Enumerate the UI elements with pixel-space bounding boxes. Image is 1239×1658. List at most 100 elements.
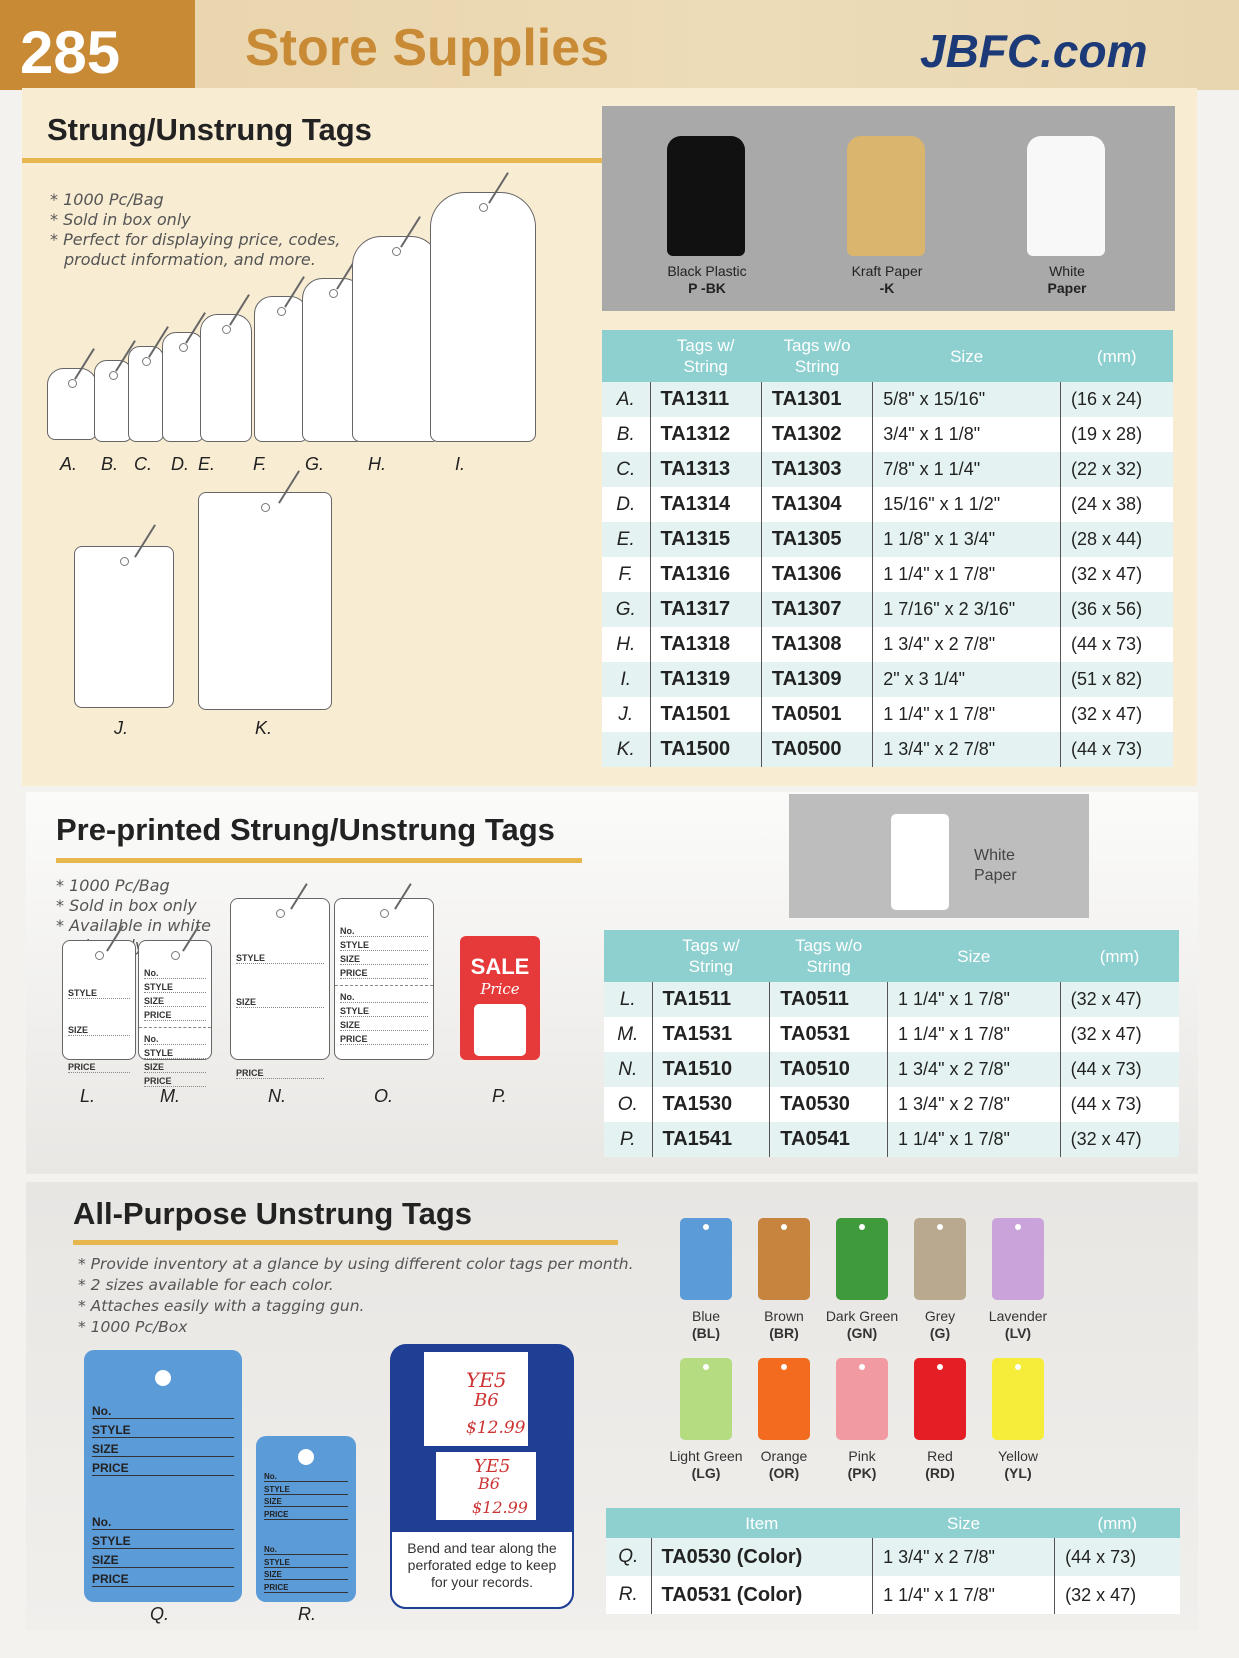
note: * 1000 Pc/Bag [56, 876, 170, 895]
cell: TA1313 [650, 452, 762, 487]
table-row: F. TA1316 TA1306 1 1/4" x 1 7/8" (32 x 47) [602, 557, 1173, 592]
perforation-note: Bend and tear along the perforated edge … [390, 1530, 574, 1609]
cell: (24 x 38) [1060, 487, 1173, 522]
preprinted-tag: No. STYLE SIZE PRICE No. STYLE SIZE PRICE [138, 925, 212, 1087]
cell: TA1308 [761, 627, 874, 662]
color-tag [758, 1218, 810, 1300]
color-code: (G) [929, 1325, 951, 1341]
table-row: D. TA1314 TA1304 15/16" x 1 1/2" (24 x 38) [602, 487, 1173, 522]
header-cell [606, 1508, 651, 1538]
preprinted-tag: STYLE SIZE PRICE [62, 925, 136, 1073]
header-text: String [806, 957, 851, 976]
tag-C [128, 326, 169, 442]
tag-field-price: PRICE [68, 1062, 130, 1073]
tag-label: I. [455, 454, 466, 474]
cell: (32 x 47) [1060, 557, 1173, 592]
hole-icon [120, 557, 129, 566]
cell: TA0510 [769, 1052, 889, 1087]
tag-field-no: No. [340, 926, 428, 937]
cell: 3/4" x 1 1/8" [872, 417, 1062, 452]
row-letter: D. [602, 487, 651, 522]
table-row: P. TA1541 TA0541 1 1/4" x 1 7/8" (32 x 47) [604, 1122, 1179, 1157]
header-tags-without-string: Tags w/o String [761, 330, 873, 382]
sale-blank [474, 1004, 526, 1056]
hole-icon [142, 357, 151, 366]
color-tag [914, 1358, 966, 1440]
hole-icon [68, 379, 77, 388]
tag-field: PRICE [264, 1510, 348, 1520]
table-row: I. TA1319 TA1309 2" x 3 1/4" (51 x 82) [602, 662, 1173, 697]
all-purpose-tags-table: Item Size (mm) Q. TA0530 (Color) 1 3/4" x 2 7… [606, 1508, 1180, 1614]
tag-field: STYLE [264, 1485, 348, 1495]
cell: TA1530 [652, 1087, 771, 1122]
tag-field-size: SIZE [68, 1025, 130, 1036]
color-option-dark-green: Dark Green (GN) [814, 1218, 910, 1342]
table-row: G. TA1317 TA1307 1 7/16" x 2 3/16" (36 x 56) [602, 592, 1173, 627]
cell: 1 1/8" x 1 3/4" [872, 522, 1062, 557]
swatch-tag [1027, 136, 1105, 256]
header-cell: Size [872, 1508, 1055, 1538]
cell: 1 3/4" x 2 7/8" [872, 627, 1062, 662]
note: * Provide inventory at a glance by using… [78, 1255, 634, 1273]
hole-icon [171, 951, 180, 960]
hole-icon [155, 1370, 171, 1387]
cell: 1 1/4" x 1 7/8" [872, 697, 1062, 732]
cell: TA1316 [650, 557, 762, 592]
hole-icon [276, 909, 285, 918]
tag-field-style: STYLE [144, 982, 206, 993]
swatch-label: White Paper [987, 263, 1147, 297]
cell: (19 x 28) [1060, 417, 1173, 452]
string-icon [393, 883, 412, 910]
cell: TA1510 [652, 1052, 771, 1087]
table-row: J. TA1501 TA0501 1 1/4" x 1 7/8" (32 x 47) [602, 697, 1173, 732]
color-code: (PK) [847, 1465, 877, 1481]
color-option-lavender: Lavender (LV) [970, 1218, 1066, 1342]
table-row: E. TA1315 TA1305 1 1/8" x 1 3/4" (28 x 44) [602, 522, 1173, 557]
tag-label: A. [60, 454, 78, 474]
swatch-tag [891, 814, 949, 910]
color-option-pink: Pink (PK) [814, 1358, 910, 1482]
note: * Perfect for displaying price, codes, [50, 230, 341, 249]
note: * 2 sizes available for each color. [78, 1276, 334, 1294]
cell: TA1501 [650, 697, 762, 732]
cell: TA1511 [652, 982, 771, 1017]
notes: * Provide inventory at a glance by using… [78, 1254, 634, 1338]
handwritten-price: $12.99 [472, 1498, 528, 1517]
tag-field: PRICE [92, 1572, 234, 1587]
color-code: (YL) [1004, 1465, 1032, 1481]
note: * Available in white [56, 916, 211, 935]
cell: 1 1/4" x 1 7/8" [872, 1576, 1056, 1614]
spacer [92, 1480, 234, 1510]
color-code: (LG) [691, 1465, 721, 1481]
spacer [63, 1039, 135, 1059]
tag-label: H. [368, 454, 386, 474]
tag-A [47, 348, 97, 440]
tag-bottom-half: YE5 B6 $12.99 [436, 1452, 536, 1520]
tag-label: G. [305, 454, 325, 474]
section-all-purpose-tags: All-Purpose Unstrung Tags * Provide inve… [26, 1182, 1198, 1630]
cell: TA1500 [650, 732, 762, 767]
spacer [231, 1038, 329, 1065]
swatch-tag [847, 136, 925, 256]
swatch-tag [667, 136, 745, 256]
table-row: B. TA1312 TA1302 3/4" x 1 1/8" (19 x 28) [602, 417, 1173, 452]
swatch-name: White [1049, 263, 1085, 279]
handwritten-no: YE5 [466, 1368, 507, 1392]
string-icon [74, 348, 95, 380]
note: product information, and more. [64, 250, 316, 269]
string-icon [228, 294, 249, 326]
white-paper-swatch: White Paper [789, 794, 1089, 918]
cell: TA0531 (Color) [651, 1576, 874, 1614]
table-row: C. TA1313 TA1303 7/8" x 1 1/4" (22 x 32) [602, 452, 1173, 487]
perforated-tag-example: YE5 B6 $12.99 YE5 B6 $12.99 Bend and tea… [390, 1344, 574, 1609]
row-letter: H. [602, 627, 651, 662]
tag-field: No. [92, 1404, 234, 1420]
header-text: String [688, 957, 734, 976]
handwritten-style: B6 [474, 1390, 499, 1411]
handwritten-price: $12.99 [466, 1418, 526, 1438]
table-row: L. TA1511 TA0511 1 1/4" x 1 7/8" (32 x 47) [604, 982, 1179, 1017]
string-icon [488, 172, 509, 204]
tag-J [74, 524, 174, 708]
cell: (44 x 73) [1060, 627, 1173, 662]
tag-field: STYLE [92, 1423, 234, 1439]
